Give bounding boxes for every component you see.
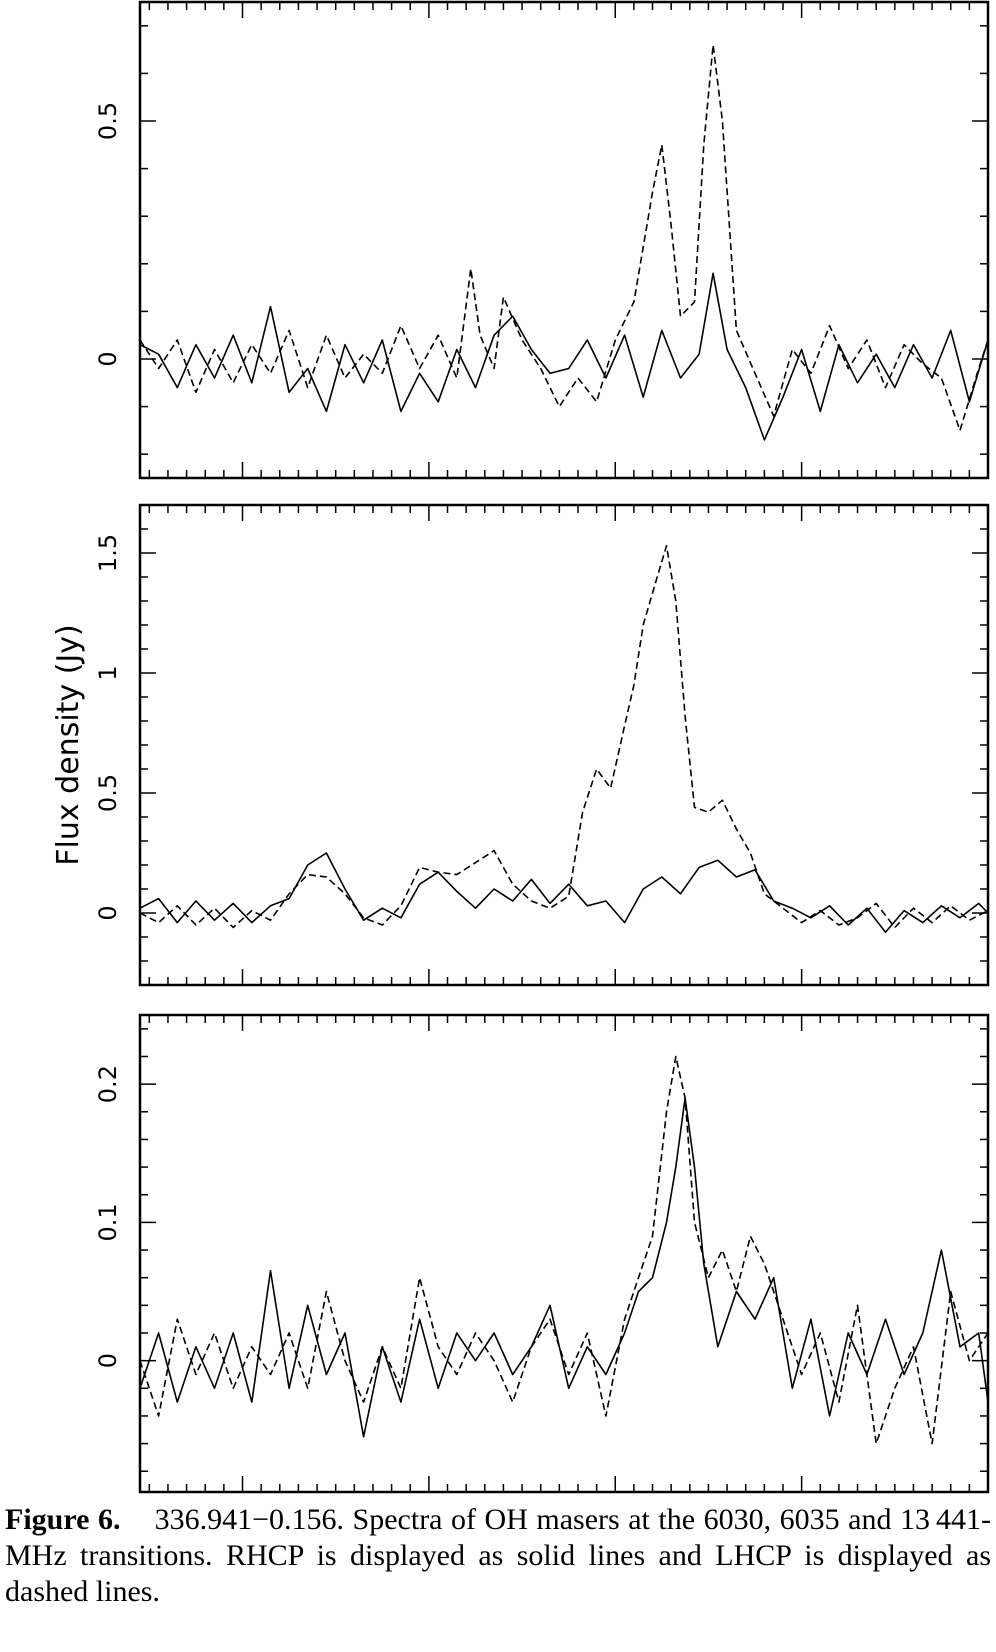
lhcp-dashed-line [140,44,988,432]
rhcp-solid-line [140,852,988,933]
y-axis-label: Flux density (Jy) [51,624,86,865]
lhcp-dashed-line [140,545,988,929]
lhcp-dashed-line [140,1055,988,1445]
y-tick-label: 1.5 [94,534,122,572]
caption-label: Figure 6. [5,1503,121,1536]
plot-frame [138,1013,990,1494]
y-tick-label: 0 [94,351,122,366]
y-tick-label: 1 [94,665,122,680]
rhcp-solid-line [140,1097,988,1438]
panel-middle: 0 0.5 1 1.5 Flux density (Jy) [51,503,990,987]
panel-bottom: 00.10.2−70−68−66−64Radial Velocity (km s… [94,1013,990,1494]
y-tick-label: 0.2 [94,1065,122,1103]
y-tick-label: 0.1 [94,1203,122,1241]
y-tick-label: 0.5 [94,774,122,812]
figure-caption: Figure 6. 336.941−0.156. Spectra of OH m… [5,1502,991,1610]
rhcp-solid-line [140,272,988,441]
caption-text: 336.941−0.156. Spectra of OH masers at t… [5,1503,991,1608]
y-tick-label: 0.5 [94,102,122,140]
panel-top: 00.5 [94,0,990,480]
y-tick-label: 0 [94,905,122,920]
y-tick-label: 0 [94,1353,122,1368]
plot-frame [138,0,990,480]
